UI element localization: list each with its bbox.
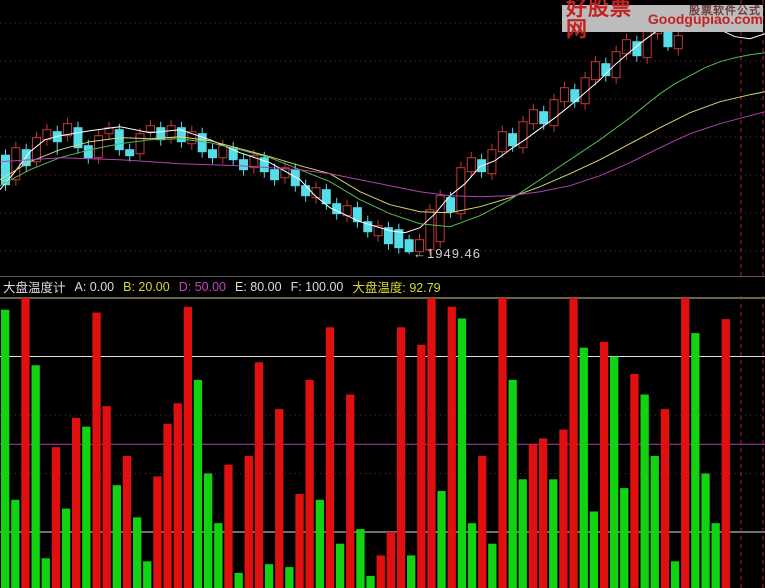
candlestick-panel: 好股票网 Goodgupiao.com 股票软件公式 ←1949.46 — [0, 0, 765, 276]
indicator-parameter-bar: 大盘温度计 A: 0.00 B: 20.00 D: 50.00 E: 80.00 F: 1… — [0, 276, 765, 296]
watermark-site-url: Goodgupiao.com — [647, 10, 763, 27]
indicator-item: D: 50.00 — [178, 279, 226, 294]
watermark-tagline: 股票软件公式 — [689, 5, 761, 17]
temperature-bar-chart — [0, 296, 765, 588]
candlestick-chart — [0, 0, 765, 276]
watermark: 好股票网 Goodgupiao.com 股票软件公式 — [562, 0, 763, 40]
indicator-item: 大盘温度: 92.79 — [352, 281, 441, 295]
indicator-item: E: 80.00 — [234, 279, 282, 294]
indicator-item: A: 0.00 — [74, 279, 115, 294]
watermark-site-name: 好股票网 — [566, 0, 632, 41]
indicator-item: B: 20.00 — [123, 279, 170, 294]
indicator-item: F: 100.00 — [290, 279, 344, 294]
indicator-item: 大盘温度计 — [3, 281, 66, 295]
low-price-annotation: ←1949.46 — [413, 246, 481, 261]
temperature-panel — [0, 296, 765, 588]
